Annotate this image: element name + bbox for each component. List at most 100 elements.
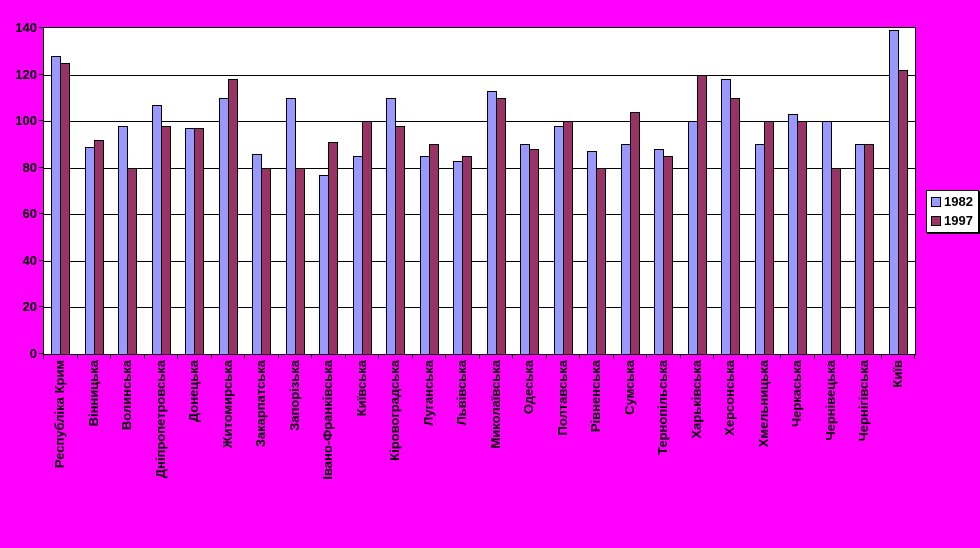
bar-1997 [361, 121, 372, 354]
x-axis-tick [646, 354, 647, 359]
bar-group-15 [513, 28, 547, 354]
bar-1997 [462, 156, 473, 354]
y-axis-label: 100 [15, 113, 37, 129]
x-label-slot: Дніпропетровська [144, 360, 178, 545]
bar-1997 [562, 121, 573, 354]
x-label-slot: Тернопільська [646, 360, 680, 545]
x-axis-tick [713, 354, 714, 359]
bar-group-14 [480, 28, 514, 354]
x-axis-tick [880, 354, 882, 359]
bar-group-8 [279, 28, 313, 354]
x-label-slot: Миколаївська [479, 360, 513, 545]
bar-group-22 [748, 28, 782, 354]
y-axis-tick [39, 353, 43, 354]
x-label-slot: Київ [881, 360, 915, 545]
x-axis-label: Черкаська [789, 360, 805, 427]
x-axis-label: Житомирська [219, 360, 235, 449]
bar-group-25 [848, 28, 882, 354]
x-axis-label: Івано-Франківська [320, 360, 336, 480]
x-axis-tick [76, 354, 78, 359]
bar-1997 [897, 69, 908, 354]
x-axis-tick [311, 354, 312, 359]
gridline-120 [44, 74, 915, 76]
x-axis-tick [110, 354, 111, 359]
bar-1997 [696, 74, 707, 354]
x-axis-tick [177, 354, 178, 359]
bar-group-9 [312, 28, 346, 354]
bar-1997 [227, 79, 238, 354]
y-axis-tick [39, 27, 43, 28]
x-label-slot: Чернігівська [847, 360, 881, 545]
x-axis-tick [512, 354, 513, 359]
bar-group-4 [145, 28, 179, 354]
bar-1997 [629, 111, 640, 354]
bar-group-5 [178, 28, 212, 354]
x-axis-tick [813, 354, 815, 359]
x-axis-label: Волинська [119, 360, 135, 431]
x-axis-tick [780, 354, 781, 359]
bar-1997 [428, 144, 439, 354]
x-axis-label: Донецька [186, 360, 202, 423]
bar-group-1 [44, 28, 78, 354]
bar-group-21 [714, 28, 748, 354]
x-axis-tick [914, 354, 915, 359]
gridline-20 [44, 307, 915, 309]
bar-1997 [294, 167, 305, 354]
gridline-40 [44, 260, 915, 262]
bar-1997 [60, 62, 71, 354]
x-label-slot: Сумська [613, 360, 647, 545]
x-label-slot: Житомирська [211, 360, 245, 545]
x-axis-label: Сумська [621, 360, 637, 415]
x-axis-label: Кіровоградська [387, 360, 403, 461]
x-axis-label: Полтавська [554, 360, 570, 436]
x-axis-label: Вінницька [85, 360, 101, 427]
x-axis-label: Закарпатська [253, 360, 269, 448]
bar-1997 [160, 125, 171, 354]
x-axis-tick [210, 354, 212, 359]
x-label-slot: Одеська [512, 360, 546, 545]
bar-1997 [395, 125, 406, 354]
x-label-slot: Донецька [177, 360, 211, 545]
y-axis-tick [39, 213, 43, 215]
x-axis-label: Львівська [454, 360, 470, 426]
bar-group-2 [78, 28, 112, 354]
x-axis-tick [43, 354, 44, 359]
legend-item-1997: 1997 [931, 213, 973, 228]
x-label-slot: Закарпатська [244, 360, 278, 545]
legend-label: 1982 [944, 194, 973, 209]
x-label-slot: Хмельницька [747, 360, 781, 545]
x-axis-label: Республіка Крим [52, 360, 68, 469]
bar-1997 [194, 128, 205, 354]
x-axis-label: Тернопільська [655, 360, 671, 455]
x-label-slot: Вінницька [77, 360, 111, 545]
x-axis-label: Чернівецька [822, 360, 838, 441]
bar-1997 [328, 142, 339, 354]
x-label-slot: Чернівецька [814, 360, 848, 545]
bar-group-6 [212, 28, 246, 354]
y-axis-tick [39, 166, 43, 168]
y-axis-label: 120 [15, 66, 37, 82]
x-axis-tick [378, 354, 379, 359]
y-axis-label: 60 [22, 206, 37, 222]
x-axis-tick [445, 354, 446, 359]
y-axis-label: 140 [15, 20, 37, 35]
legend-swatch-1982 [931, 196, 941, 207]
bar-1997 [127, 167, 138, 354]
bar-1997 [730, 97, 741, 354]
x-axis-label: Хмельницька [755, 360, 771, 448]
bar-1997 [830, 167, 841, 354]
bar-group-19 [647, 28, 681, 354]
bar-1997 [864, 144, 875, 354]
x-axis-tick [612, 354, 614, 359]
x-label-slot: Луганська [412, 360, 446, 545]
x-axis-label: Рівненська [588, 360, 604, 433]
bar-1997 [495, 97, 506, 354]
x-label-slot: Івано-Франківська [311, 360, 345, 545]
y-axis-tick [39, 73, 43, 75]
x-axis-tick [143, 354, 145, 359]
legend-label: 1997 [944, 213, 973, 228]
x-label-slot: Запорізька [278, 360, 312, 545]
bar-group-17 [580, 28, 614, 354]
bar-1997 [663, 156, 674, 354]
